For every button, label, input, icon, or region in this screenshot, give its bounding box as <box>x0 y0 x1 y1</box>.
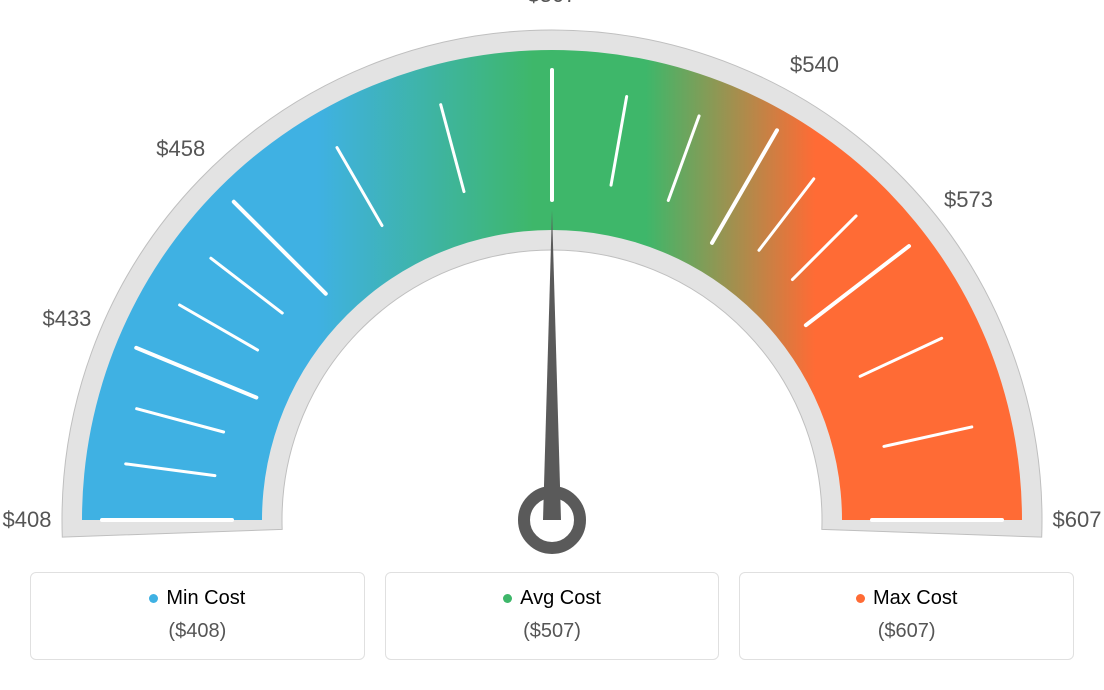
legend-card-avg: Avg Cost ($507) <box>385 572 720 660</box>
legend-title-max-text: Max Cost <box>873 587 957 610</box>
gauge-tick-label: $607 <box>1053 507 1102 533</box>
legend-title-max: Max Cost <box>856 587 957 610</box>
gauge-chart: $408 $433 $458 $507 $540 $573 $607 <box>0 0 1104 560</box>
legend-title-min: Min Cost <box>149 587 245 610</box>
gauge-tick-label: $433 <box>42 306 91 332</box>
gauge-tick-label: $408 <box>3 507 52 533</box>
dot-icon <box>856 594 865 603</box>
gauge-tick-label: $540 <box>790 52 839 78</box>
legend-row: Min Cost ($408) Avg Cost ($507) Max Cost… <box>30 572 1074 660</box>
legend-value-min: ($408) <box>41 620 354 643</box>
gauge-tick-label: $458 <box>156 136 205 162</box>
legend-value-avg: ($507) <box>396 620 709 643</box>
dot-icon <box>149 594 158 603</box>
legend-title-avg-text: Avg Cost <box>520 587 601 610</box>
cost-gauge-container: $408 $433 $458 $507 $540 $573 $607 Min Cost ($… <box>0 0 1104 690</box>
legend-card-min: Min Cost ($408) <box>30 572 365 660</box>
legend-title-min-text: Min Cost <box>166 587 245 610</box>
legend-card-max: Max Cost ($607) <box>739 572 1074 660</box>
legend-title-avg: Avg Cost <box>503 587 601 610</box>
legend-value-max: ($607) <box>750 620 1063 643</box>
dot-icon <box>503 594 512 603</box>
gauge-tick-label: $507 <box>528 0 577 8</box>
gauge-tick-label: $573 <box>944 187 993 213</box>
gauge-svg <box>0 0 1104 560</box>
